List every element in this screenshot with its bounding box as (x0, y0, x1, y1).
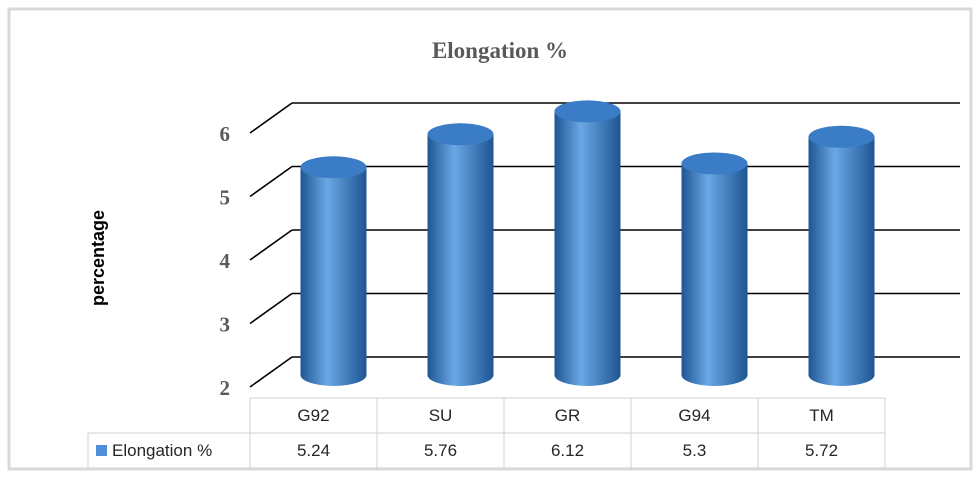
gridline-depth (249, 292, 293, 325)
gridline-depth (249, 356, 293, 388)
bar-top (427, 123, 494, 146)
bar-top (808, 125, 875, 148)
y-tick-label: 2 (220, 376, 231, 400)
value-label: 5.72 (805, 441, 838, 460)
bars (300, 100, 875, 387)
bar-top (300, 156, 367, 179)
category-label: G94 (678, 406, 710, 425)
bar-body (808, 136, 875, 387)
category-label: SU (429, 406, 453, 425)
category-label: TM (809, 406, 834, 425)
chart-title: Elongation % (432, 38, 568, 63)
y-tick-label: 6 (220, 122, 231, 146)
bar-top (681, 152, 748, 175)
value-label: 5.76 (424, 441, 457, 460)
value-label: 5.24 (297, 441, 330, 460)
bar (681, 152, 748, 387)
bar (808, 125, 875, 387)
chart-frame (7, 7, 973, 471)
gridline-depth (249, 165, 293, 198)
y-tick-label: 4 (220, 249, 231, 273)
legend-key (96, 445, 107, 456)
y-tick-label: 5 (220, 186, 231, 210)
data-table: Elongation % G92 5.24 SU 5.76 GR 6.12 G94 5.3 TM 5… (87, 397, 886, 469)
bar-body (554, 111, 621, 387)
category-label: GR (555, 406, 581, 425)
y-tick-label: 3 (220, 313, 231, 337)
bar-body (427, 134, 494, 387)
value-label: 5.3 (683, 441, 707, 460)
bar-body (681, 163, 748, 387)
bar (427, 123, 494, 387)
bar (300, 156, 367, 387)
bar-body (300, 167, 367, 387)
gridline-depth (249, 102, 293, 134)
gridline-depth (249, 229, 293, 261)
bar-top (554, 100, 621, 123)
y-axis-ticks: 2 3 4 5 6 (220, 122, 231, 400)
value-label: 6.12 (551, 441, 584, 460)
legend-label: Elongation % (112, 441, 212, 460)
category-label: G92 (297, 406, 329, 425)
bar (554, 100, 621, 387)
y-axis-label: percentage (88, 210, 108, 306)
